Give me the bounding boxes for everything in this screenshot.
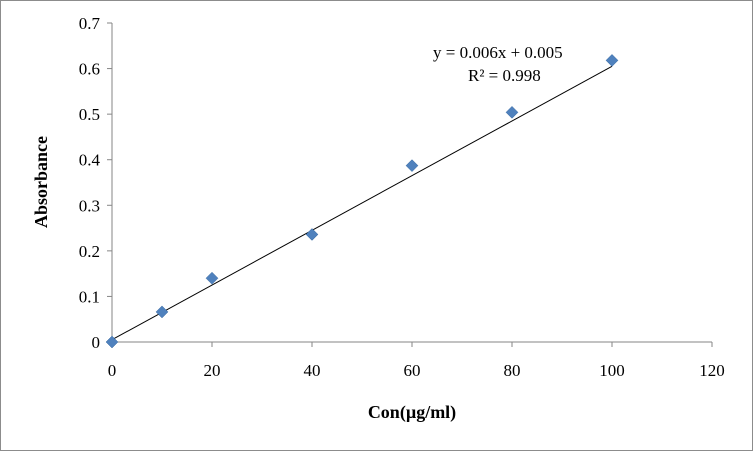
x-tick-label: 100 bbox=[599, 361, 625, 380]
x-tick-label: 120 bbox=[699, 361, 725, 380]
x-tick-label: 20 bbox=[204, 361, 221, 380]
y-tick-label: 0.1 bbox=[79, 287, 100, 306]
data-point bbox=[205, 271, 219, 285]
data-points bbox=[105, 54, 619, 349]
data-point bbox=[605, 54, 619, 67]
data-point bbox=[305, 228, 319, 241]
y-tick-label: 0 bbox=[92, 333, 101, 352]
y-tick-label: 0.4 bbox=[79, 151, 101, 170]
x-tick-label: 80 bbox=[504, 361, 521, 380]
y-tick-label: 0.3 bbox=[79, 196, 100, 215]
equation-annotation: y = 0.006x + 0.005 bbox=[433, 43, 563, 62]
x-axis-title: Con(µg/ml) bbox=[368, 402, 456, 423]
trendline bbox=[111, 65, 613, 341]
r-squared-annotation: R² = 0.998 bbox=[468, 66, 541, 85]
y-tick-label: 0.2 bbox=[79, 242, 100, 261]
y-tick-label: 0.6 bbox=[79, 60, 100, 79]
data-point bbox=[405, 159, 419, 172]
y-tick-label: 0.7 bbox=[79, 14, 101, 33]
x-tick-label: 60 bbox=[404, 361, 421, 380]
x-axis-ticks: 0 20 40 60 80 100 120 bbox=[108, 342, 725, 380]
y-axis-ticks: 0 0.1 0.2 0.3 0.4 0.5 0.6 0.7 bbox=[79, 14, 112, 352]
x-tick-label: 40 bbox=[304, 361, 321, 380]
axes bbox=[111, 23, 712, 343]
trendline-group bbox=[111, 65, 613, 341]
y-axis-title: Absorbance bbox=[31, 136, 51, 228]
y-tick-label: 0.5 bbox=[79, 105, 100, 124]
data-point bbox=[155, 305, 169, 319]
data-point bbox=[505, 105, 519, 119]
x-tick-label: 0 bbox=[108, 361, 117, 380]
data-point bbox=[105, 335, 119, 349]
